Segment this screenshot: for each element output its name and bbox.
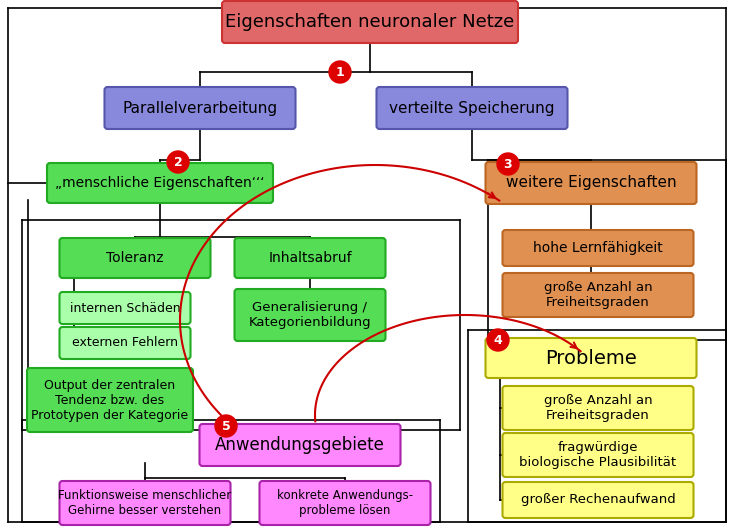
FancyBboxPatch shape — [222, 1, 518, 43]
FancyBboxPatch shape — [47, 163, 273, 203]
Text: großer Rechenaufwand: großer Rechenaufwand — [520, 493, 675, 507]
FancyBboxPatch shape — [234, 238, 385, 278]
FancyBboxPatch shape — [503, 386, 694, 430]
Circle shape — [487, 329, 509, 351]
FancyBboxPatch shape — [486, 162, 697, 204]
Text: große Anzahl an
Freiheitsgraden: große Anzahl an Freiheitsgraden — [544, 394, 652, 422]
Text: weitere Eigenschaften: weitere Eigenschaften — [506, 175, 676, 190]
Text: 5: 5 — [222, 420, 230, 432]
Text: hohe Lernfähigkeit: hohe Lernfähigkeit — [533, 241, 663, 255]
Text: Generalisierung /
Kategorienbildung: Generalisierung / Kategorienbildung — [248, 301, 371, 329]
FancyBboxPatch shape — [503, 230, 694, 266]
Text: Parallelverarbeitung: Parallelverarbeitung — [123, 101, 278, 116]
FancyBboxPatch shape — [503, 482, 694, 518]
Circle shape — [167, 151, 189, 173]
FancyBboxPatch shape — [104, 87, 295, 129]
Text: Anwendungsgebiete: Anwendungsgebiete — [215, 436, 385, 454]
Circle shape — [497, 153, 519, 175]
Text: 2: 2 — [173, 155, 182, 169]
FancyBboxPatch shape — [199, 424, 401, 466]
FancyBboxPatch shape — [486, 338, 697, 378]
Text: Output der zentralen
Tendenz bzw. des
Prototypen der Kategorie: Output der zentralen Tendenz bzw. des Pr… — [32, 378, 189, 421]
FancyBboxPatch shape — [27, 368, 193, 432]
Text: Eigenschaften neuronaler Netze: Eigenschaften neuronaler Netze — [226, 13, 514, 31]
Text: große Anzahl an
Freiheitsgraden: große Anzahl an Freiheitsgraden — [544, 281, 652, 309]
Text: Toleranz: Toleranz — [107, 251, 164, 265]
Text: 1: 1 — [336, 66, 345, 78]
FancyBboxPatch shape — [60, 292, 190, 324]
FancyBboxPatch shape — [60, 238, 210, 278]
Text: Probleme: Probleme — [545, 349, 637, 367]
Circle shape — [215, 415, 237, 437]
Text: Funktionsweise menschlicher
Gehirne besser verstehen: Funktionsweise menschlicher Gehirne bess… — [58, 489, 232, 517]
Text: verteilte Speicherung: verteilte Speicherung — [390, 101, 555, 116]
Text: fragwürdige
biologische Plausibilität: fragwürdige biologische Plausibilität — [520, 441, 676, 469]
Circle shape — [329, 61, 351, 83]
FancyBboxPatch shape — [376, 87, 567, 129]
Text: internen Schäden: internen Schäden — [70, 302, 180, 314]
FancyBboxPatch shape — [60, 481, 231, 525]
FancyBboxPatch shape — [234, 289, 385, 341]
Text: „menschliche Eigenschaften‘‘‘: „menschliche Eigenschaften‘‘‘ — [55, 176, 265, 190]
Text: 4: 4 — [494, 333, 503, 347]
FancyBboxPatch shape — [259, 481, 431, 525]
Text: externen Fehlern: externen Fehlern — [72, 337, 178, 349]
Text: konkrete Anwendungs-
probleme lösen: konkrete Anwendungs- probleme lösen — [277, 489, 413, 517]
FancyBboxPatch shape — [503, 433, 694, 477]
FancyBboxPatch shape — [60, 327, 190, 359]
Text: Inhaltsabruf: Inhaltsabruf — [268, 251, 352, 265]
FancyBboxPatch shape — [503, 273, 694, 317]
Text: 3: 3 — [503, 157, 512, 171]
